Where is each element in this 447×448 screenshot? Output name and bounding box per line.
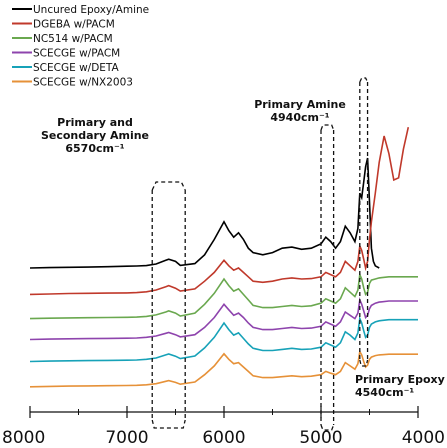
series-line-1 [29, 127, 410, 296]
series-line-5 [29, 349, 418, 388]
x-tick-label-2: 6000 [202, 428, 245, 448]
annotation-1-line-1: 4940cm⁻¹ [270, 111, 329, 124]
annotation-1-line-0: Primary Amine [254, 98, 346, 111]
x-tick-label-3: 5000 [299, 428, 342, 448]
legend-label-0: Uncured Epoxy/Amine [33, 4, 149, 16]
bracket-primary-top [320, 124, 335, 131]
x-tick-label-1: 7000 [105, 428, 148, 448]
legend-label-4: SCECGE w/DETA [33, 62, 120, 74]
series-line-0 [29, 157, 380, 269]
x-axis: 8000 7000 6000 5000 4000 [2, 406, 445, 448]
annotation-0-line-0: Primary and [57, 116, 133, 129]
x-tick-label-4: 4000 [402, 428, 445, 448]
annotation-0-line-2: 6570cm⁻¹ [65, 142, 124, 155]
bracket-primary-bottom [320, 424, 335, 431]
bracket-amine-bottom [151, 419, 186, 429]
annotation-2-line-0: Primary Epoxy [355, 373, 445, 386]
legend-label-5: SCECGE w/NX2003 [33, 77, 133, 89]
plot-area [29, 127, 418, 388]
legend-label-1: DGEBA w/PACM [33, 19, 115, 31]
legend-label-2: NC514 w/PACM [33, 33, 113, 45]
legend: Uncured Epoxy/Amine DGEBA w/PACM NC514 w/P… [12, 4, 149, 89]
bracket-epoxy-bottom [359, 359, 369, 367]
x-tick-label-0: 8000 [2, 428, 45, 448]
bracket-epoxy-top [359, 77, 369, 83]
bracket-amine-top [151, 181, 186, 191]
annotation-0-line-1: Secondary Amine [41, 129, 149, 142]
legend-label-3: SCECGE w/PACM [33, 48, 120, 60]
annotation-2-line-1: 4540cm⁻¹ [355, 386, 414, 399]
